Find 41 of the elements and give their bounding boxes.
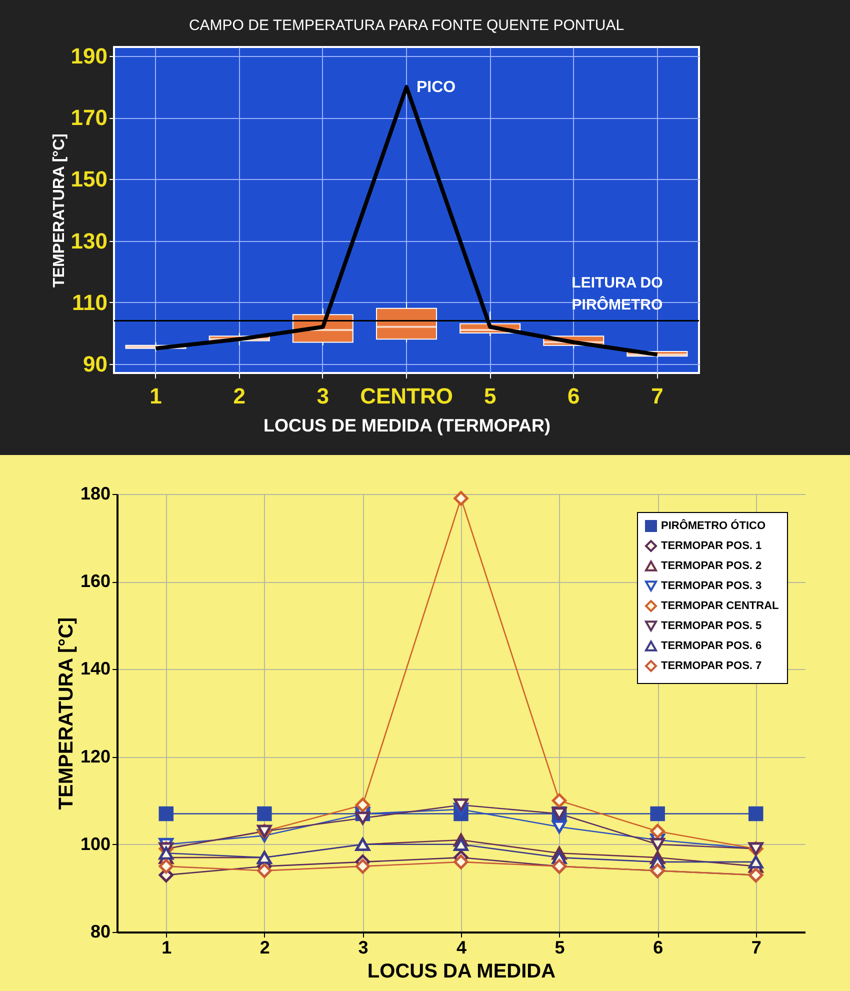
- x-tick-label: 5: [484, 384, 496, 408]
- y-tick-label: 150: [70, 166, 108, 192]
- x-tick-label: 5: [554, 938, 565, 958]
- y-tick-label: 170: [70, 105, 108, 130]
- chart-title: CAMPO DE TEMPERATURA PARA FONTE QUENTE PONTUAL: [188, 17, 624, 34]
- legend-label: TERMOPAR POS. 7: [661, 660, 762, 672]
- x-tick-label: 7: [751, 938, 762, 958]
- x-tick-label: 6: [568, 384, 580, 408]
- x-tick-label: 1: [162, 938, 172, 958]
- annotation: PICO: [416, 78, 456, 96]
- ref-line-label: LEITURA DO PIRÔMETRO: [572, 274, 664, 314]
- legend-label: TERMOPAR POS. 5: [661, 620, 762, 632]
- legend-label: TERMOPAR POS. 3: [661, 580, 762, 592]
- x-tick-label: 7: [651, 384, 664, 408]
- x-tick-label: 3: [358, 938, 368, 958]
- legend-label: TERMOPAR CENTRAL: [661, 600, 780, 612]
- x-tick-label: 2: [233, 384, 246, 408]
- y-tick-label: 130: [70, 228, 108, 254]
- legend-label: TERMOPAR POS. 1: [661, 540, 762, 552]
- y-tick-label: 160: [80, 571, 110, 592]
- y-tick-label: 120: [80, 746, 110, 766]
- y-axis-title: TEMPERATURA [°C]: [55, 617, 78, 810]
- y-tick-label: 180: [80, 484, 110, 504]
- x-tick-label: 6: [653, 938, 664, 958]
- legend-label: TERMOPAR POS. 2: [661, 560, 762, 572]
- legend-label: PIRÔMETRO ÓTICO: [661, 519, 766, 532]
- y-tick-label: 100: [80, 834, 110, 854]
- y-tick-label: 80: [90, 922, 110, 942]
- x-axis-title: LOCUS DA MEDIDA: [367, 960, 556, 982]
- x-tick-label: 2: [260, 938, 270, 958]
- y-tick-label: 190: [70, 44, 108, 69]
- y-tick-label: 90: [83, 351, 108, 376]
- x-tick-label: 3: [316, 384, 330, 408]
- x-tick-label: 1: [150, 384, 162, 408]
- x-tick-label: 4: [456, 938, 467, 958]
- x-tick-label: CENTRO: [360, 384, 453, 408]
- y-axis-title: TEMPERATURA [°C]: [50, 134, 68, 288]
- legend-label: TERMOPAR POS. 6: [661, 640, 762, 652]
- y-tick-label: 140: [80, 658, 110, 679]
- x-axis-title: LOCUS DE MEDIDA (TERMOPAR): [264, 416, 550, 436]
- y-tick-label: 110: [72, 290, 108, 315]
